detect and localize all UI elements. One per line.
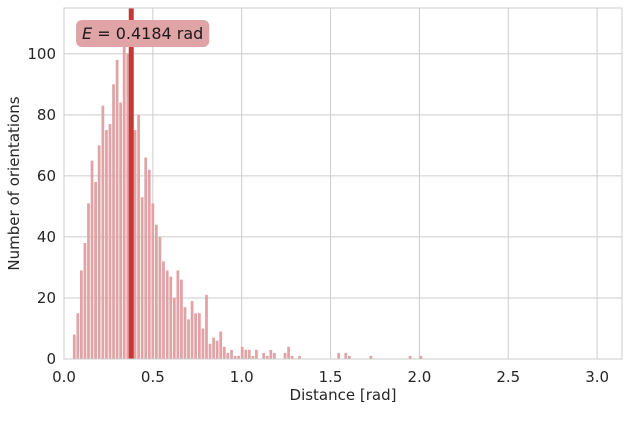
x-tick-label: 1.0 [230, 368, 254, 386]
mean-line-layer [128, 8, 134, 359]
x-tick-label: 0.0 [52, 368, 76, 386]
histogram-bar [219, 331, 223, 359]
histogram-bar [205, 294, 208, 359]
plot-frame [63, 7, 623, 360]
histogram-bar [97, 145, 101, 359]
histogram-bar [162, 261, 165, 359]
histogram-bar [269, 349, 273, 359]
y-tick-label: 0 [46, 350, 56, 368]
histogram-bar [154, 224, 158, 359]
y-tick-label: 20 [37, 289, 56, 307]
annotation-value: = 0.4184 rad [92, 24, 203, 43]
histogram-bar [137, 114, 140, 360]
histogram-bar [140, 197, 144, 359]
histogram-bar [237, 355, 241, 359]
histogram-bar [101, 105, 105, 360]
x-tick-label: 1.5 [319, 368, 343, 386]
histogram-bar [112, 84, 115, 359]
histogram-bar [369, 355, 373, 359]
bars [72, 41, 423, 360]
y-tick-label: 100 [27, 45, 56, 63]
histogram-bar [172, 297, 176, 359]
histogram-bar [190, 301, 194, 359]
histogram-bar [287, 346, 290, 359]
mean-line [128, 8, 134, 359]
x-tick-label: 2.0 [407, 368, 431, 386]
histogram-bar [255, 349, 258, 359]
y-axis-label: Number of orientations [5, 96, 23, 270]
histogram-bar [201, 328, 205, 359]
histogram-bar [240, 346, 244, 359]
histogram-bar [197, 313, 201, 359]
histogram-bar [222, 346, 226, 359]
histogram-bar [247, 349, 251, 359]
histogram-bar [83, 243, 87, 359]
y-tick-labels: 0 20 40 60 80 100 [27, 45, 56, 368]
x-axis-label: Distance [rad] [290, 386, 397, 404]
histogram-bar [262, 352, 266, 359]
histogram-bar [126, 53, 130, 360]
y-tick-label: 40 [37, 228, 56, 246]
annotation-text: E = 0.4184 rad [82, 24, 203, 43]
y-tick-label: 60 [37, 167, 56, 185]
histogram-bar [87, 203, 90, 359]
x-tick-label: 3.0 [585, 368, 609, 386]
histogram-bar [215, 340, 219, 359]
histogram-bar [122, 41, 126, 359]
histogram-bar [108, 123, 112, 359]
histogram-bar [272, 352, 276, 359]
histogram-bar [133, 130, 137, 359]
histogram-bar [408, 355, 412, 359]
x-tick-label: 2.5 [496, 368, 520, 386]
histogram-bar [233, 355, 237, 359]
y-tick-label: 80 [37, 106, 56, 124]
histogram-bar [183, 307, 187, 359]
histogram-bar [151, 203, 155, 359]
histogram-bar [158, 236, 162, 359]
annotation-symbol: E [82, 24, 93, 43]
histogram-bar [79, 270, 83, 359]
histogram-bar [115, 59, 119, 359]
histogram-bar [187, 319, 190, 359]
histogram-bar [94, 181, 97, 359]
grid [63, 8, 622, 360]
histogram-bar [230, 349, 233, 359]
histogram-bar [194, 313, 198, 359]
histogram-bar [119, 102, 123, 359]
annotation-box [76, 20, 210, 47]
histogram-bar [72, 334, 76, 359]
x-tick-labels: 0.0 0.5 1.0 1.5 2.0 2.5 3.0 [52, 368, 609, 386]
histogram-bar [212, 337, 215, 359]
histogram-bar [147, 169, 151, 359]
histogram-bar [251, 355, 255, 359]
histogram-bar [283, 352, 287, 359]
histogram-bar [226, 352, 230, 359]
histogram-bar [169, 276, 173, 359]
histogram-bar [298, 355, 301, 359]
histogram-bar [180, 279, 183, 359]
histogram-bar [337, 352, 341, 359]
histogram-bar [419, 355, 423, 359]
histogram-bar [90, 160, 94, 359]
energy-annotation: E = 0.4184 rad [76, 20, 210, 47]
histogram-bar [290, 355, 294, 359]
histogram-bar [347, 355, 351, 359]
histogram-bar [265, 355, 269, 359]
histogram-bar [165, 270, 169, 359]
histogram-bar [105, 130, 108, 359]
histogram-bar [344, 352, 348, 359]
histogram-bar [176, 270, 180, 359]
histogram-bar [208, 343, 212, 359]
x-tick-label: 0.5 [141, 368, 165, 386]
histogram-bar [76, 313, 80, 359]
histogram-bar [244, 349, 248, 359]
histogram-bar [144, 157, 148, 359]
